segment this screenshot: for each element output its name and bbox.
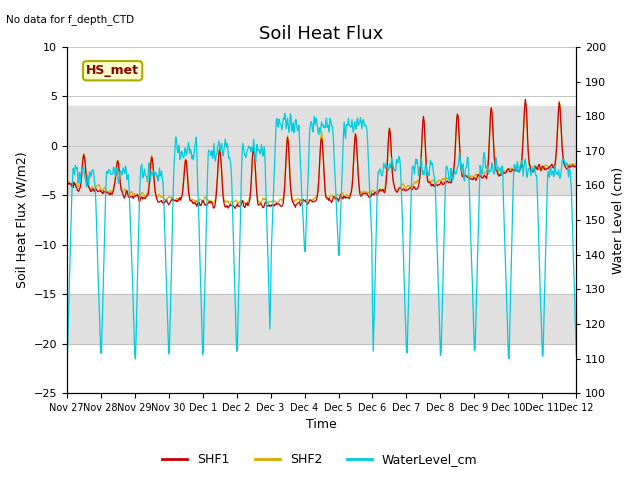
- Text: HS_met: HS_met: [86, 64, 139, 77]
- Title: Soil Heat Flux: Soil Heat Flux: [259, 24, 383, 43]
- X-axis label: Time: Time: [306, 419, 337, 432]
- Bar: [67, 294, 576, 344]
- Legend: SHF1, SHF2, WaterLevel_cm: SHF1, SHF2, WaterLevel_cm: [157, 448, 483, 471]
- Y-axis label: Water Level (cm): Water Level (cm): [612, 167, 625, 274]
- Y-axis label: Soil Heat Flux (W/m2): Soil Heat Flux (W/m2): [15, 152, 28, 288]
- Bar: [67, 106, 576, 195]
- Text: No data for f_depth_CTD: No data for f_depth_CTD: [6, 14, 134, 25]
